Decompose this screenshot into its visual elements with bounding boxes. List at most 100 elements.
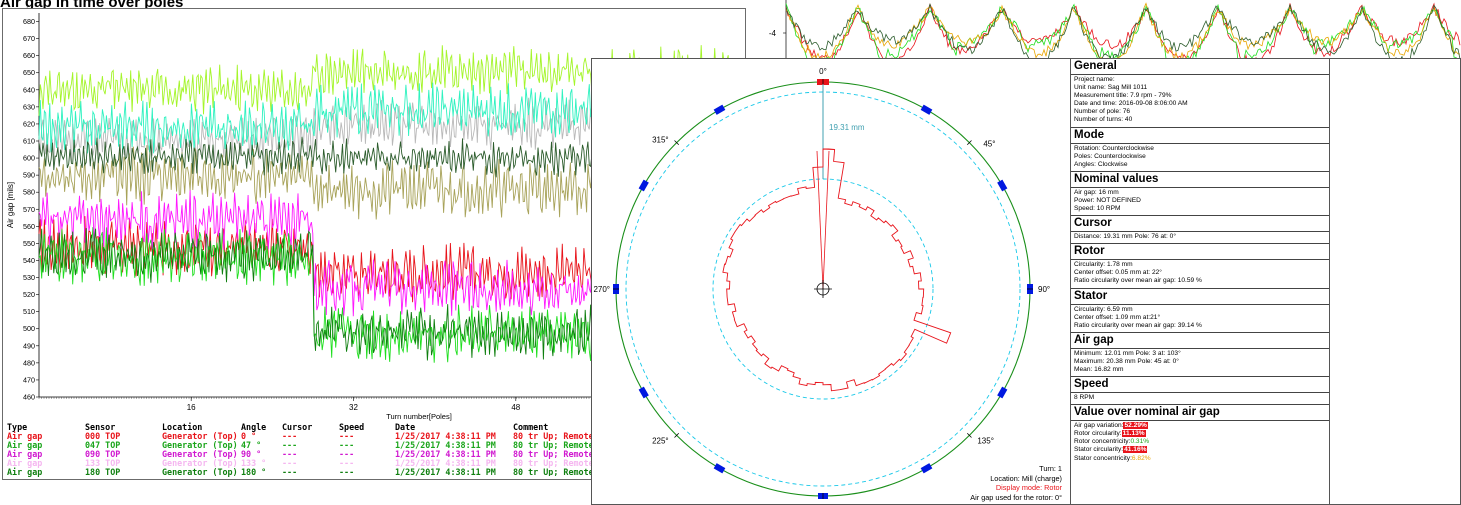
nominal-line: Speed: 10 RPM	[1074, 205, 1121, 213]
legend-header-cell: Comment	[513, 423, 549, 432]
stator-line: Ratio circularity over mean air gap: 39.…	[1074, 321, 1202, 329]
legend-cell: 0 °	[241, 430, 257, 441]
value-over-section: Value over nominal air gap Air gap varia…	[1071, 405, 1329, 464]
waveform-y-tick-label: -4	[769, 29, 777, 38]
y-tick-label: 560	[23, 222, 35, 231]
legend-cell: ---	[339, 448, 355, 459]
y-tick-label: 470	[23, 375, 35, 384]
legend-cell: 000 TOP	[85, 430, 121, 441]
angle-label: 0°	[819, 67, 827, 76]
value-over-row: Rotor circularity:11.13%	[1074, 430, 1326, 438]
y-tick-label: 500	[23, 324, 35, 333]
mode-section: Mode Rotation: Counterclockwise Poles: C…	[1071, 128, 1329, 172]
y-tick-label: 570	[23, 205, 35, 214]
legend-cell: Generator (Top)	[162, 448, 238, 459]
legend-cell: 1/25/2017 4:38:11 PM	[395, 430, 496, 441]
legend-cell: Air gap	[7, 466, 43, 477]
y-tick-label: 520	[23, 290, 35, 299]
legend-header-cell: Type	[7, 422, 28, 432]
y-tick-label: 640	[23, 85, 35, 94]
rotor-spoke	[822, 150, 830, 290]
rotor-line: Circularity: 1.78 mm	[1074, 261, 1133, 269]
general-line: Project name:	[1074, 76, 1115, 83]
legend-header-row: Type Sensor Location Angle Cursor Speed Date Co…	[7, 423, 603, 432]
angle-tick	[966, 140, 972, 146]
pole-marker	[997, 179, 1008, 192]
legend-cell: Generator (Top)	[162, 430, 238, 441]
legend-cell: ---	[282, 448, 298, 459]
legend-header-cell: Date	[395, 422, 416, 432]
legend-cell: ---	[339, 439, 355, 450]
legend-row[interactable]: Air gap 133 TOP Generator (Top) 133 ° --- ---…	[7, 457, 603, 468]
airgap-section: Air gap Minimum: 12.01 mm Pole: 3 at: 10…	[1071, 333, 1329, 378]
value-over-value: 41.16%	[1123, 446, 1148, 454]
legend-header-cell: Sensor	[85, 422, 116, 432]
value-over-label: Stator circularity:	[1074, 446, 1124, 454]
legend-cell: ---	[339, 466, 355, 477]
x-axis-label: Turn number[Poles]	[386, 412, 452, 421]
value-over-value: 52.29%	[1123, 422, 1148, 430]
legend-header-cell: Location	[162, 422, 203, 432]
general-line: Unit name: Sag Mill 1011	[1074, 84, 1148, 92]
legend-cell: ---	[282, 466, 298, 477]
angle-label: 270°	[593, 285, 610, 294]
legend-cell: 1/25/2017 4:38:11 PM	[395, 448, 496, 459]
legend-header-cell: Angle	[241, 422, 267, 432]
stator-section: Stator Circularity: 6.59 mm Center offse…	[1071, 289, 1329, 333]
y-tick-label: 600	[23, 154, 35, 163]
y-tick-label: 460	[23, 393, 35, 402]
waveform-series-line	[785, 3, 1461, 67]
rotor-profile	[722, 148, 952, 392]
legend-cell: 047 TOP	[85, 439, 121, 450]
cursor-section: Cursor Distance: 19.31 mm Pole: 76 at: 0…	[1071, 216, 1329, 245]
panel-title: Air gap in time over poles	[0, 0, 184, 11]
waveform-series-line	[785, 3, 1461, 70]
legend-cell: Generator (Top)	[162, 466, 238, 477]
stator-title: Stator	[1071, 289, 1329, 305]
value-over-value: 11.13%	[1121, 430, 1146, 438]
mode-line: Rotation: Counterclockwise	[1074, 144, 1154, 152]
rotor-line: Ratio circularity over mean air gap: 10.…	[1074, 277, 1202, 285]
airgap-line: Mean: 16.82 mm	[1074, 365, 1124, 373]
sensor-legend-table: Type Sensor Location Angle Cursor Speed Date Co…	[7, 423, 603, 476]
value-over-title: Value over nominal air gap	[1071, 405, 1329, 422]
cursor-line: Distance: 19.31 mm Pole: 76 at: 0°	[1074, 233, 1176, 241]
value-over-row: Stator concentricity:6.82%	[1074, 455, 1326, 463]
angle-label: 45°	[983, 140, 995, 149]
y-tick-label: 530	[23, 273, 35, 282]
angle-label: 315°	[652, 136, 669, 145]
legend-cell: ---	[282, 439, 298, 450]
note-display-mode: Display mode: Rotor	[995, 483, 1062, 492]
legend-cell: 80 tr Up; Remote	[513, 431, 594, 441]
air-gap-polar-window: 0° 45° 90° 135° 180° 225° 270° 315° 19.31 mm Tur…	[591, 58, 1461, 505]
legend-cell: 133 °	[241, 457, 267, 468]
legend-cell: 90 °	[241, 448, 262, 459]
cursor-distance-label: 19.31 mm	[829, 123, 865, 132]
y-tick-label: 660	[23, 51, 35, 60]
legend-cell: Generator (Top)	[162, 457, 238, 468]
airgap-title: Air gap	[1071, 333, 1329, 349]
nominal-title: Nominal values	[1071, 172, 1329, 188]
legend-row[interactable]: Air gap 090 TOP Generator (Top) 90 ° --- --- 1…	[7, 448, 603, 459]
pole-marker	[713, 104, 726, 115]
y-tick-label: 510	[23, 307, 35, 316]
waveform-series-line	[785, 2, 1461, 69]
polar-air-gap-plot[interactable]: 0° 45° 90° 135° 180° 225° 270° 315° 19.31 mm	[592, 59, 1070, 505]
value-over-row: Air gap variation:52.29%	[1074, 422, 1326, 430]
legend-row[interactable]: Air gap 047 TOP Generator (Top) 47 ° --- --- 1…	[7, 439, 603, 450]
legend-header-cell: Cursor	[282, 422, 313, 432]
y-tick-label: 550	[23, 239, 35, 248]
y-tick-label: 680	[23, 17, 35, 26]
pole-marker	[920, 463, 933, 474]
speed-line: 8 RPM	[1074, 394, 1095, 402]
angle-label: 90°	[1038, 285, 1050, 294]
x-tick-label: 32	[349, 403, 358, 412]
legend-row[interactable]: Air gap 000 TOP Generator (Top) 0 ° --- --- 1/…	[7, 432, 603, 441]
legend-row[interactable]: Air gap 180 TOP Generator (Top) 180 ° --- ---…	[7, 466, 603, 477]
value-over-row: Rotor concentricity:0.31%	[1074, 438, 1326, 446]
legend-cell: Air gap	[7, 439, 43, 450]
legend-cell: 80 tr Up; Remote	[513, 458, 594, 468]
legend-cell: 1/25/2017 4:38:11 PM	[395, 457, 496, 468]
general-section: General Project name: Unit name: Sag Mil…	[1071, 59, 1329, 128]
value-over-label: Stator concentricity:	[1074, 454, 1132, 462]
